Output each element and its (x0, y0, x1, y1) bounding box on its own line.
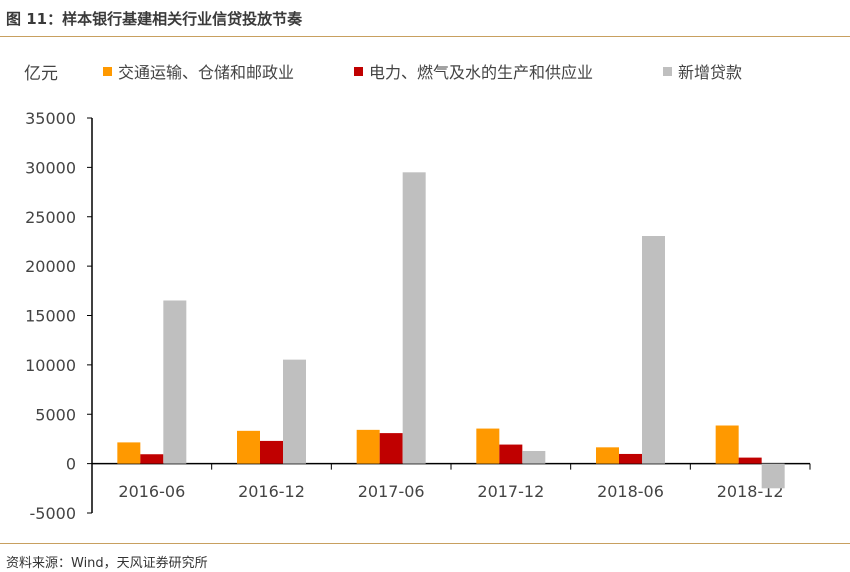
bar (140, 454, 164, 464)
y-tick-label: 5000 (35, 405, 76, 424)
bar-chart: 亿元 交通运输、仓储和邮政业 电力、燃气及水的生产和供应业 新增贷款 -5000 0 5… (24, 63, 811, 523)
x-tick-label: 2017-12 (477, 482, 544, 501)
legend-swatch (354, 67, 363, 76)
bar (761, 463, 785, 489)
y-tick-label: 30000 (25, 158, 76, 177)
legend-label: 电力、燃气及水的生产和供应业 (369, 63, 593, 82)
y-tick-label: -5000 (30, 504, 77, 523)
bar (237, 430, 260, 464)
bar (619, 453, 642, 464)
bar (356, 429, 380, 464)
legend-swatch (103, 67, 112, 76)
bar (283, 359, 306, 464)
x-tick-label: 2016-12 (238, 482, 305, 501)
legend-swatch (663, 67, 672, 76)
bar (379, 433, 403, 464)
axes: -5000 0 5000 10000 15000 20000 25000 30000 35000… (25, 109, 811, 523)
bar (402, 172, 426, 464)
bar (117, 442, 141, 464)
bar (260, 440, 283, 464)
y-tick-label: 20000 (25, 257, 76, 276)
bars (117, 172, 785, 489)
x-tick-label: 2016-06 (118, 482, 185, 501)
bar (499, 444, 523, 464)
legend-label: 新增贷款 (678, 63, 742, 82)
y-tick-label: 35000 (25, 109, 76, 128)
bar (522, 450, 546, 464)
y-tick-label: 25000 (25, 208, 76, 227)
x-tick-label: 2017-06 (358, 482, 425, 501)
y-axis-label: 亿元 (24, 64, 58, 84)
legend: 交通运输、仓储和邮政业 电力、燃气及水的生产和供应业 新增贷款 (103, 63, 742, 82)
bar (738, 457, 762, 464)
y-tick-label: 15000 (25, 307, 76, 326)
bar (476, 428, 500, 464)
bar (642, 236, 665, 464)
bar (715, 425, 739, 464)
bar (596, 447, 619, 464)
legend-label: 交通运输、仓储和邮政业 (118, 63, 294, 82)
source-note: 资料来源：Wind，天风证券研究所 (6, 556, 208, 571)
source-divider (0, 543, 850, 544)
title-divider (0, 36, 850, 37)
y-tick-label: 0 (66, 455, 76, 474)
figure-title: 图 11：样本银行基建相关行业信贷投放节奏 (6, 10, 303, 28)
y-tick-label: 10000 (25, 356, 76, 375)
bar (163, 300, 187, 464)
x-tick-label: 2018-06 (597, 482, 664, 501)
